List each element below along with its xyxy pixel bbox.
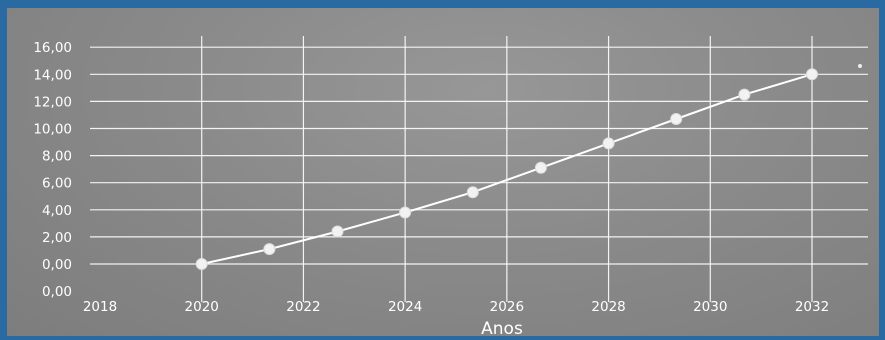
y-tick-label: 12,00: [33, 94, 72, 110]
y-tick-label: 2,00: [42, 230, 72, 246]
x-tick-label: 2032: [795, 299, 829, 315]
stray-marker: [858, 64, 862, 68]
x-axis-tick-labels: 2018 2020 2022 2024 2026 2028 2030 2032: [83, 299, 829, 315]
y-tick-label: 0,00: [42, 257, 72, 273]
x-tick-label: 2020: [185, 299, 219, 315]
data-point: [331, 225, 344, 238]
data-point: [670, 113, 683, 125]
data-point: [534, 161, 547, 174]
data-point: [466, 186, 479, 199]
series-group: [195, 68, 818, 270]
data-point: [806, 68, 818, 81]
data-point: [263, 243, 276, 256]
x-tick-label: 2030: [693, 299, 727, 315]
y-tick-label: 6,00: [42, 176, 72, 192]
y-tick-label: 14,00: [33, 67, 72, 83]
data-point: [602, 137, 615, 150]
data-point: [738, 88, 751, 101]
x-axis-label: Anos: [481, 319, 523, 339]
series-line: [201, 73, 813, 265]
x-tick-label: 2026: [490, 299, 524, 315]
data-point: [195, 258, 208, 270]
x-tick-label: 2022: [286, 299, 320, 315]
grid-lines: [90, 36, 868, 302]
data-point: [399, 206, 412, 219]
x-tick-label: 2018: [83, 299, 117, 315]
y-tick-label: 4,00: [42, 203, 72, 219]
y-axis-tick-labels: 0,00 0,00 2,00 4,00 6,00 8,00 10,00 12,00 14,00 1…: [33, 40, 72, 300]
y-tick-label: 10,00: [33, 122, 72, 138]
y-tick-label: 16,00: [33, 40, 72, 56]
y-tick-label: 8,00: [42, 149, 72, 165]
x-tick-label: 2024: [388, 299, 422, 315]
y-tick-label: 0,00: [42, 284, 72, 300]
x-tick-label: 2028: [591, 299, 625, 315]
